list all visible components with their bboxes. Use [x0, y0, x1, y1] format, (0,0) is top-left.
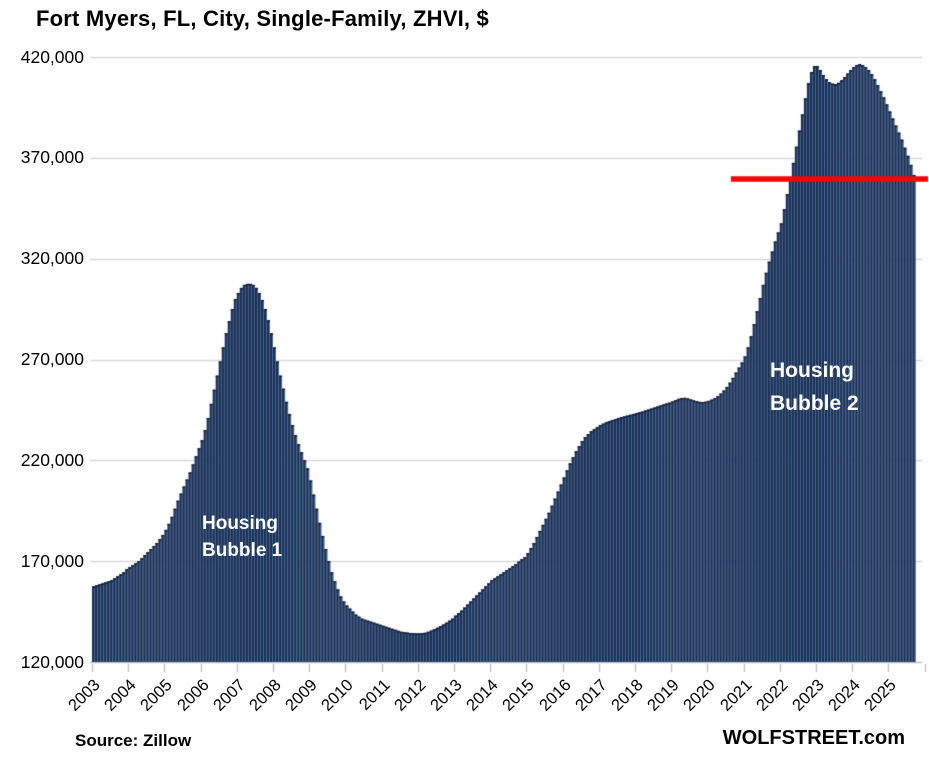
source-label: Source: Zillow: [75, 731, 192, 750]
annotation-line: Housing: [770, 359, 854, 382]
y-axis-label: 420,000: [20, 46, 84, 67]
watermark: WOLFSTREET.com: [722, 727, 905, 749]
chart-title: Fort Myers, FL, City, Single-Family, ZHV…: [36, 6, 489, 31]
annotation-line: Bubble 1: [202, 540, 283, 561]
y-axis-label: 270,000: [20, 349, 84, 369]
annotation-line: Bubble 2: [770, 392, 859, 415]
y-axis-label: 320,000: [20, 248, 84, 269]
y-axis-label: 170,000: [20, 550, 84, 571]
annotation-line: Housing: [202, 513, 278, 534]
y-axis-label: 220,000: [20, 449, 84, 470]
y-axis-label: 370,000: [20, 147, 84, 168]
annotation-housing-bubble-1: Housing Bubble 1: [202, 510, 282, 564]
y-axis-label: 120,000: [20, 651, 84, 672]
annotation-housing-bubble-2: Housing Bubble 2: [770, 354, 859, 420]
